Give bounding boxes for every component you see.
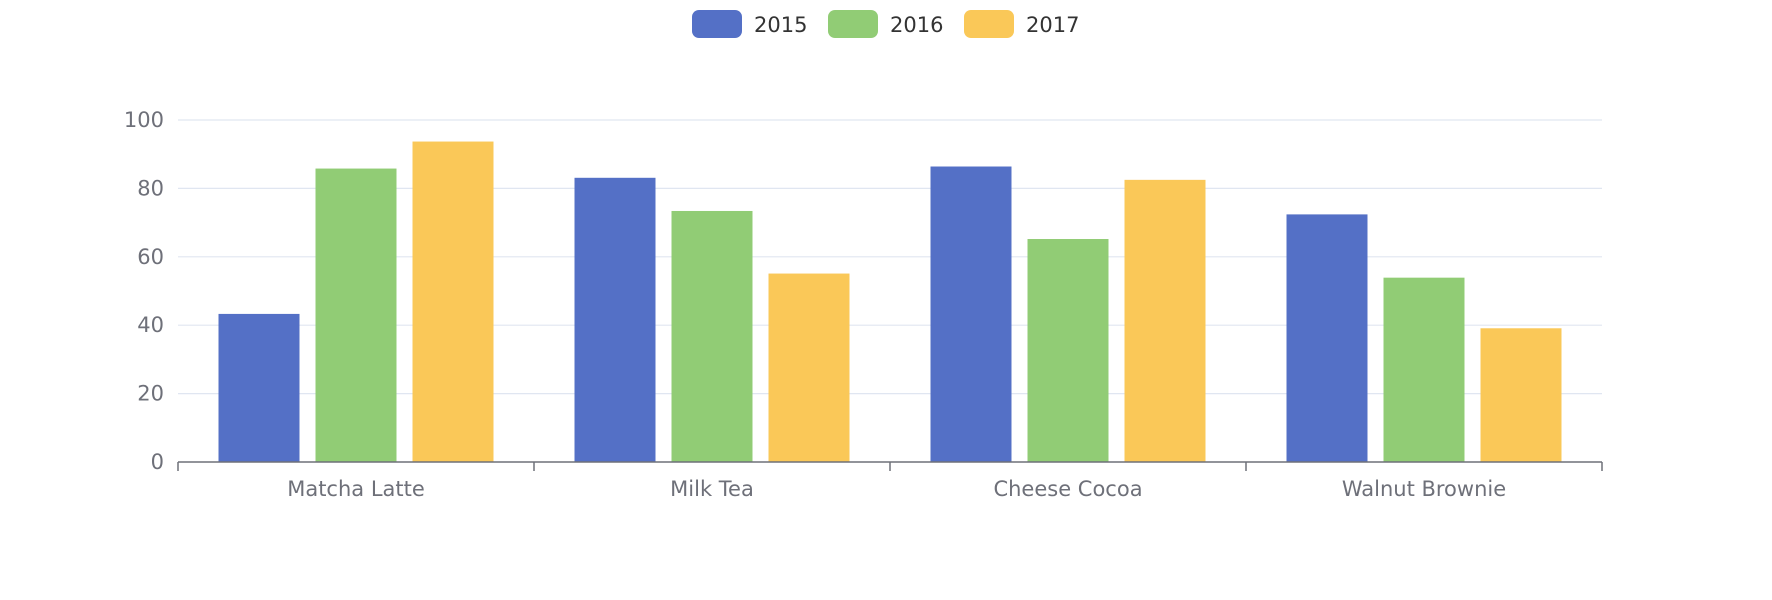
legend-swatch bbox=[964, 10, 1014, 38]
bar-2015-milk-tea[interactable] bbox=[574, 177, 656, 462]
bar-2016-cheese-cocoa[interactable] bbox=[1027, 239, 1109, 462]
bar-2016-walnut-brownie[interactable] bbox=[1383, 277, 1465, 462]
legend-swatch bbox=[828, 10, 878, 38]
x-tick-label: Milk Tea bbox=[670, 477, 754, 501]
y-tick-label: 40 bbox=[137, 313, 164, 337]
bar-2015-walnut-brownie[interactable] bbox=[1286, 214, 1368, 462]
bar-2015-cheese-cocoa[interactable] bbox=[930, 166, 1012, 462]
bar-2017-cheese-cocoa[interactable] bbox=[1124, 179, 1206, 462]
legend-swatch bbox=[692, 10, 742, 38]
x-axis: Matcha Latte Milk Tea Cheese Cocoa Walnut B… bbox=[177, 461, 1603, 501]
legend-item-2016[interactable]: 2016 bbox=[828, 10, 943, 38]
legend-label: 2016 bbox=[890, 13, 943, 37]
legend-label: 2015 bbox=[754, 13, 807, 37]
bars bbox=[218, 141, 1562, 462]
y-tick-label: 20 bbox=[137, 382, 164, 406]
bar-2017-walnut-brownie[interactable] bbox=[1480, 328, 1562, 462]
bar-2015-matcha-latte[interactable] bbox=[218, 313, 300, 462]
bar-2016-milk-tea[interactable] bbox=[671, 210, 753, 462]
x-tick-label: Cheese Cocoa bbox=[993, 477, 1142, 501]
x-tick-label: Matcha Latte bbox=[287, 477, 425, 501]
legend-label: 2017 bbox=[1026, 13, 1079, 37]
y-axis: 0 20 40 60 80 100 bbox=[124, 108, 164, 474]
y-tick-label: 80 bbox=[137, 176, 164, 200]
y-tick-label: 0 bbox=[151, 450, 164, 474]
y-tick-label: 60 bbox=[137, 245, 164, 269]
bar-2017-matcha-latte[interactable] bbox=[412, 141, 494, 462]
bar-2016-matcha-latte[interactable] bbox=[315, 168, 397, 462]
legend: 2015 2016 2017 bbox=[692, 10, 1079, 38]
legend-item-2015[interactable]: 2015 bbox=[692, 10, 807, 38]
legend-item-2017[interactable]: 2017 bbox=[964, 10, 1079, 38]
x-tick-label: Walnut Brownie bbox=[1342, 477, 1506, 501]
y-tick-label: 100 bbox=[124, 108, 164, 132]
bar-2017-milk-tea[interactable] bbox=[768, 273, 850, 462]
